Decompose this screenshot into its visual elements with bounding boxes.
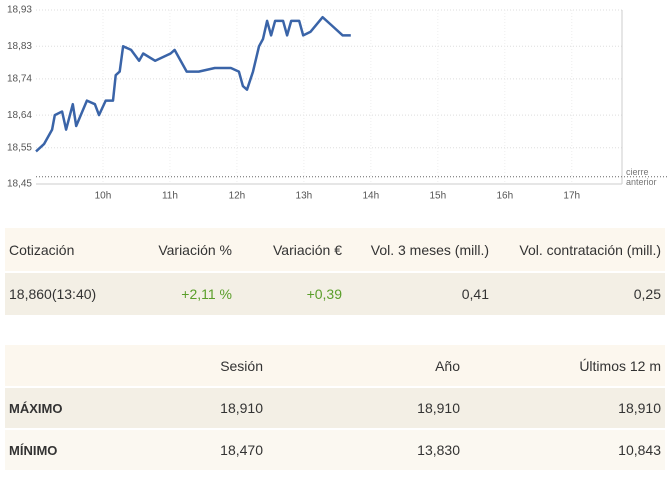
quote-table: Cotización Variación % Variación € Vol. 3 m… <box>5 228 665 317</box>
header-cell: Vol. contratación (mill.) <box>493 228 665 273</box>
header-cell: Vol. 3 meses (mill.) <box>346 228 493 273</box>
cell: 18,860(13:40) <box>5 272 141 317</box>
header-cell: Año <box>267 345 464 388</box>
data-row: 18,860(13:40) +2,11 % +0,39 0,41 0,25 <box>5 272 665 317</box>
header-cell: Cotización <box>5 228 141 273</box>
y-tick-label: 18,74 <box>7 74 32 85</box>
y-tick-label: 18,93 <box>7 5 32 16</box>
data-row: MÍNIMO 18,470 13,830 10,843 <box>5 429 665 472</box>
cell: 18,910 <box>105 387 267 430</box>
x-tick-label: 15h <box>429 191 446 202</box>
cell: 10,843 <box>464 429 665 472</box>
cell: 18,910 <box>267 387 464 430</box>
x-tick-label: 12h <box>229 191 246 202</box>
range-table: Sesión Año Últimos 12 m MÁXIMO 18,910 18,910 1… <box>5 345 665 472</box>
cell: MÁXIMO <box>5 387 105 430</box>
header-row: Cotización Variación % Variación € Vol. 3 m… <box>5 228 665 273</box>
y-tick-label: 18,45 <box>7 179 32 190</box>
header-cell: Variación € <box>236 228 346 273</box>
cell: 0,41 <box>346 272 493 317</box>
price-line <box>35 15 351 153</box>
chart: 18,45 18,55 18,64 18,74 18,83 18,93 10h 11h 12h 1… <box>7 5 668 202</box>
cell: +0,39 <box>236 272 346 317</box>
x-tick-label: 16h <box>496 191 513 202</box>
x-tick-label: 14h <box>363 191 380 202</box>
cell: 0,25 <box>493 272 665 317</box>
x-tick-label: 17h <box>563 191 580 202</box>
header-cell: Últimos 12 m <box>464 345 665 388</box>
header-cell: Variación % <box>141 228 236 273</box>
x-tick-label: 13h <box>296 191 313 202</box>
y-tick-label: 18,83 <box>7 41 32 52</box>
cell: 18,910 <box>464 387 665 430</box>
cell: +2,11 % <box>141 272 236 317</box>
header-cell <box>5 345 105 388</box>
y-tick-label: 18,64 <box>7 110 32 121</box>
cell: MÍNIMO <box>5 429 105 472</box>
cell: 13,830 <box>267 429 464 472</box>
x-tick-label: 11h <box>162 191 178 202</box>
data-row: MÁXIMO 18,910 18,910 18,910 <box>5 387 665 430</box>
cell: 18,470 <box>105 429 267 472</box>
header-cell: Sesión <box>105 345 267 388</box>
reference-label: cierre anterior <box>626 167 657 187</box>
y-tick-label: 18,55 <box>7 142 32 153</box>
x-tick-label: 10h <box>95 191 112 202</box>
header-row: Sesión Año Últimos 12 m <box>5 345 665 388</box>
